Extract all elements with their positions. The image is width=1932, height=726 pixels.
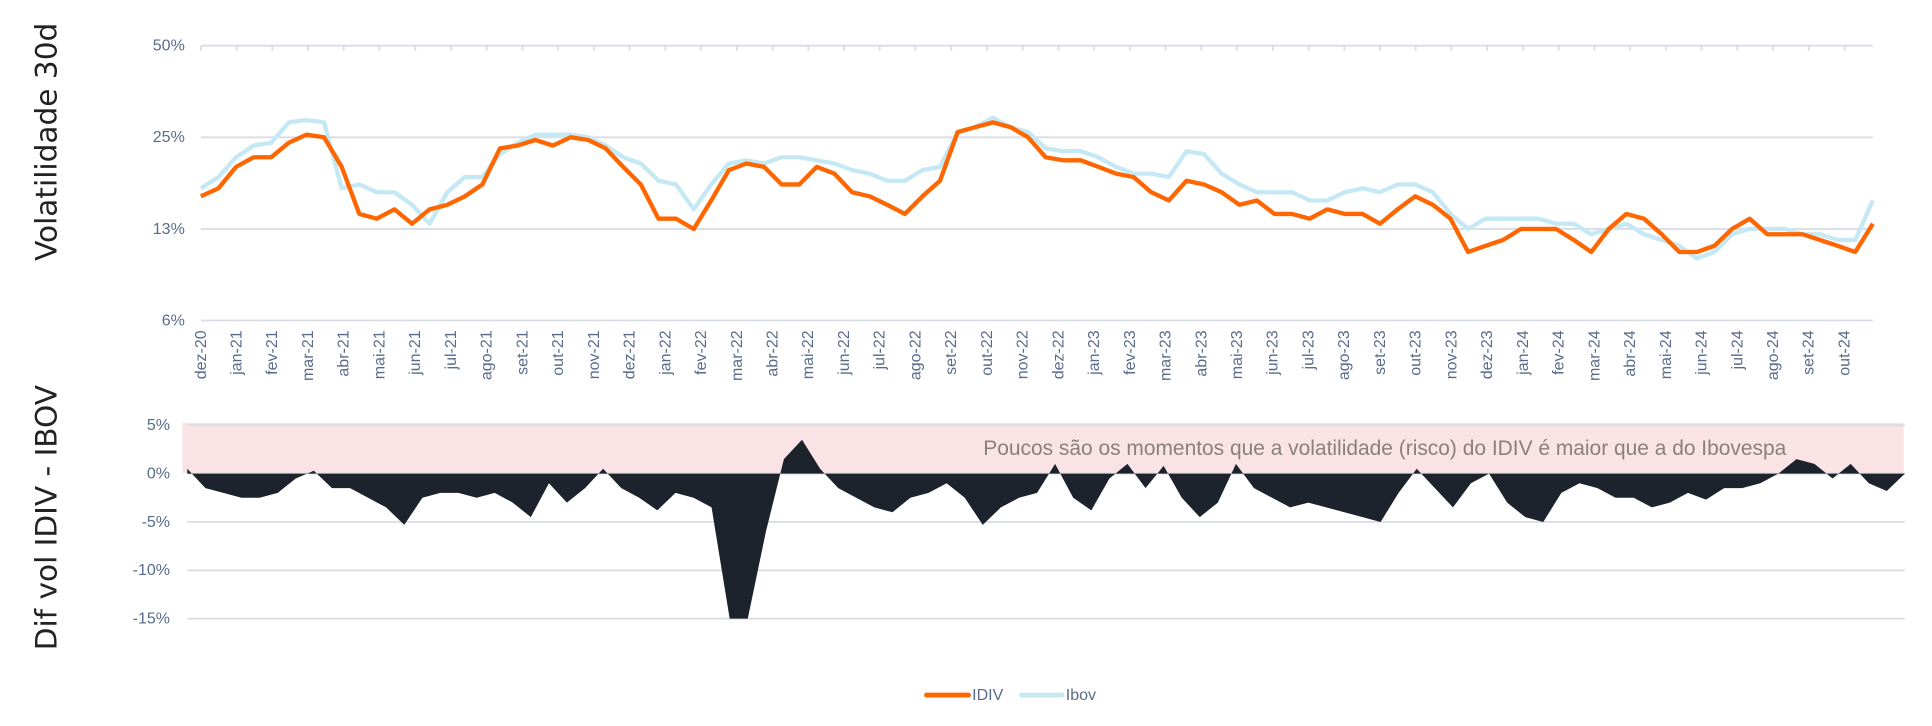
x-tick-label: out-22 xyxy=(979,330,996,375)
top-y-axis-title: Volatilidade 30d xyxy=(30,23,64,261)
x-tick-label: jun-21 xyxy=(407,330,424,376)
x-tick-label: fev-22 xyxy=(693,330,710,375)
y-tick-label: -10% xyxy=(133,562,170,579)
x-tick-label: dez-20 xyxy=(193,330,210,379)
x-tick-label: jan-24 xyxy=(1515,330,1532,376)
x-tick-label: nov-22 xyxy=(1015,330,1032,379)
x-tick-label: dez-22 xyxy=(1050,330,1067,379)
y-tick-label: 25% xyxy=(153,129,185,146)
x-tick-label: fev-24 xyxy=(1551,330,1568,375)
top-x-ticks: dez-20 jan-21 fev-21 mar-21 abr-21 mai-21 jun-… xyxy=(193,45,1853,381)
x-tick-label: jul-21 xyxy=(443,330,460,370)
x-tick-label: abr-22 xyxy=(764,330,781,376)
x-tick-label: set-21 xyxy=(514,330,531,375)
x-tick-label: jul-22 xyxy=(872,330,889,370)
series-line-idiv xyxy=(199,120,1875,255)
x-tick-label: abr-21 xyxy=(336,330,353,376)
x-tick-label: mai-24 xyxy=(1658,330,1675,379)
annotation: Poucos são os momentos que a volatilidad… xyxy=(983,437,1786,460)
series-line-ibov xyxy=(199,115,1875,261)
bottom-y-ticks: -15% -10% -5% 0% 5% xyxy=(133,417,170,627)
x-tick-label: jan-23 xyxy=(1086,330,1103,376)
y-tick-label: 0% xyxy=(147,466,170,483)
x-tick-label: out-24 xyxy=(1836,330,1853,375)
y-tick-label: 6% xyxy=(162,312,185,329)
x-tick-label: nov-21 xyxy=(586,330,603,379)
x-tick-label: fev-23 xyxy=(1122,330,1139,375)
x-tick-label: out-23 xyxy=(1408,330,1425,375)
x-tick-label: dez-21 xyxy=(622,330,639,379)
x-tick-label: mai-21 xyxy=(371,330,388,379)
x-tick-label: jan-22 xyxy=(657,330,674,376)
y-tick-label: -5% xyxy=(142,514,170,531)
top-y-ticks: 6% 13% 25% 50% xyxy=(153,38,185,330)
x-tick-label: fev-21 xyxy=(264,330,281,375)
x-tick-label: ago-22 xyxy=(907,330,924,380)
positive-highlight-band xyxy=(182,422,1904,474)
x-tick-label: mai-22 xyxy=(800,330,817,379)
x-tick-label: dez-23 xyxy=(1479,330,1496,379)
x-tick-label: out-21 xyxy=(550,330,567,375)
y-tick-label: -15% xyxy=(133,611,170,628)
x-tick-label: set-24 xyxy=(1801,330,1818,375)
top-grid xyxy=(200,44,1873,322)
bottom-series xyxy=(187,439,1905,619)
x-tick-label: abr-24 xyxy=(1622,330,1639,376)
x-tick-label: ago-24 xyxy=(1765,330,1782,380)
x-tick-label: mar-24 xyxy=(1586,330,1603,381)
x-tick-label: mar-23 xyxy=(1158,330,1175,381)
x-tick-label: nov-23 xyxy=(1443,330,1460,379)
x-tick-label: ago-21 xyxy=(479,330,496,380)
x-tick-label: abr-23 xyxy=(1193,330,1210,376)
x-tick-label: ago-23 xyxy=(1336,330,1353,380)
bottom-y-axis-title: Dif vol IDIV - IBOV xyxy=(30,385,64,650)
x-tick-label: jun-23 xyxy=(1265,330,1282,376)
legend-label-idiv: IDIV xyxy=(972,687,1003,704)
legend: IDIV Ibov xyxy=(924,687,1096,704)
top-series xyxy=(199,115,1875,261)
x-tick-label: jun-22 xyxy=(836,330,853,376)
x-tick-label: jul-23 xyxy=(1300,330,1317,370)
y-tick-label: 50% xyxy=(153,38,185,55)
x-tick-label: jun-24 xyxy=(1694,330,1711,376)
x-tick-label: mai-23 xyxy=(1229,330,1246,379)
difference-area xyxy=(187,439,1905,619)
x-tick-label: mar-21 xyxy=(300,330,317,381)
x-tick-label: jan-21 xyxy=(229,330,246,376)
x-tick-label: set-22 xyxy=(943,330,960,375)
x-tick-label: jul-24 xyxy=(1729,330,1746,370)
x-tick-label: set-23 xyxy=(1372,330,1389,375)
y-tick-label: 5% xyxy=(147,417,170,434)
y-tick-label: 13% xyxy=(153,221,185,238)
legend-label-ibov: Ibov xyxy=(1066,687,1096,704)
x-tick-label: mar-22 xyxy=(729,330,746,381)
